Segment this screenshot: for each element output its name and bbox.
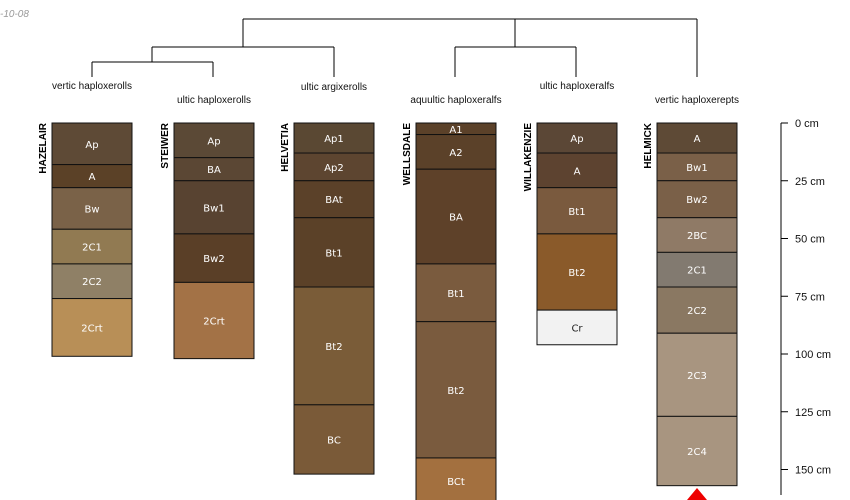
horizon-label: Ap [85,140,98,151]
horizon-bt2 [536,233,618,311]
taxonomy-label: vertic haploxerepts [655,95,739,106]
horizon-bt1 [415,263,497,323]
horizon-label: Bw1 [686,163,707,174]
horizon-ba [415,168,497,265]
horizon-label: 2C2 [82,277,102,288]
horizon-label: Ap2 [324,163,344,174]
profile-name-label: WELLSDALE [402,123,413,186]
profile-willakenzie: ultic haploxeralfs WILLAKENZIE Ap A Bt1 Bt2 Cr [523,81,618,346]
axis-tick-label: 125 cm [795,407,831,419]
horizon-label: Bt1 [447,289,464,300]
horizon-label: BCt [447,477,465,488]
horizon-ap1 [293,122,375,154]
horizon-label: 2BC [687,231,707,242]
horizon-label: 2C4 [687,447,707,458]
horizon-bw2 [656,180,738,219]
horizon-a [656,122,738,154]
dendrogram [91,18,698,77]
horizon-label: Bt1 [325,248,342,259]
depth-axis: 0 cm 25 cm 50 cm 75 cm 100 cm 125 cm 150 cm [780,118,831,495]
horizon-ap [536,122,618,154]
horizon-2c1 [51,228,133,265]
horizon-label: BA [449,213,463,224]
horizon-label: Ap [570,134,583,145]
horizon-2c2 [656,286,738,334]
horizon-label: Bw1 [203,203,224,214]
horizon-2c1 [656,251,738,288]
horizon-a [536,152,618,189]
taxonomy-label: ultic argixerolls [301,82,367,93]
taxonomy-label: aquultic haploxeralfs [410,95,501,106]
taxonomy-label: vertic haploxerolls [52,81,132,92]
taxonomy-label: ultic haploxerolls [177,95,251,106]
horizon-label: Bt2 [325,342,342,353]
horizon-label: A [574,166,581,177]
truncation-marker-icon [687,488,707,500]
horizon-label: 2C1 [687,266,707,277]
horizon-bw [51,187,133,230]
horizon-label: A [89,172,96,183]
horizon-label: Bw2 [686,195,707,206]
horizon-label: A [694,134,701,145]
horizon-label: 2C1 [82,243,102,254]
axis-tick-label: 0 cm [795,118,819,130]
profile-hazelair: vertic haploxerolls HAZELAIR Ap A Bw 2C1 2C2 2C… [38,81,133,357]
horizon-label: Bw2 [203,254,224,265]
horizon-label: Bt2 [447,386,464,397]
horizon-label: 2Crt [81,323,102,334]
profile-name-label: HELVETIA [280,123,291,172]
horizon-bw1 [656,152,738,182]
profile-wellsdale: aquultic haploxeralfs WELLSDALE A1 A2 BA Bt1 B… [402,95,502,500]
horizon-label: Bt2 [568,268,585,279]
horizon-bct [415,457,497,500]
horizon-cr [536,309,618,346]
horizon-label: BC [327,435,341,446]
profile-name-label: HAZELAIR [38,122,49,173]
horizon-label: Bw [84,204,99,215]
horizon-label: BA [207,165,221,176]
horizon-label: Bt1 [568,207,585,218]
axis-tick-label: 25 cm [795,176,825,188]
horizon-a2 [415,134,497,170]
horizon-label: 2C2 [687,306,707,317]
horizon-label: A1 [449,125,462,136]
profiles: vertic haploxerolls HAZELAIR Ap A Bw 2C1 2C2 2C… [38,81,739,500]
horizon-label: Cr [571,323,583,334]
horizon-label: Ap [207,136,220,147]
horizon-bw1 [173,180,255,235]
axis-tick-label: 75 cm [795,291,825,303]
horizon-ap [51,122,133,166]
horizon-2c4 [656,415,738,487]
horizon-label: 2Crt [203,317,224,328]
horizon-bt1 [293,217,375,288]
horizon-2crt [51,298,133,357]
taxonomy-label: ultic haploxeralfs [540,81,614,92]
horizon-bw2 [173,233,255,283]
date-label: -10-08 [0,9,29,20]
horizon-ap2 [293,152,375,182]
profile-name-label: WILLAKENZIE [523,123,534,192]
horizon-label: A2 [449,148,462,159]
horizon-bat [293,180,375,219]
horizon-label: 2C3 [687,371,707,382]
profile-helmick: vertic haploxerepts HELMICK A Bw1 Bw2 2BC 2C1 2… [643,95,739,487]
axis-tick-label: 100 cm [795,349,831,361]
horizon-bt2 [293,286,375,406]
horizon-label: BAt [325,195,343,206]
profile-name-label: STEIWER [160,122,171,168]
profile-helvetia: ultic argixerolls HELVETIA Ap1 Ap2 BAt Bt1 Bt2… [280,82,375,475]
horizon-2c2 [51,263,133,300]
axis-tick-label: 50 cm [795,234,825,246]
axis-tick-label: 150 cm [795,465,831,477]
profile-steiwer: ultic haploxerolls STEIWER Ap BA Bw1 Bw2 2Crt [160,95,255,360]
profile-name-label: HELMICK [643,122,654,168]
horizon-label: Ap1 [324,134,344,145]
horizon-2crt [173,281,255,360]
horizon-ap [173,122,255,159]
horizon-bc [293,404,375,475]
horizon-bt2 [415,321,497,459]
